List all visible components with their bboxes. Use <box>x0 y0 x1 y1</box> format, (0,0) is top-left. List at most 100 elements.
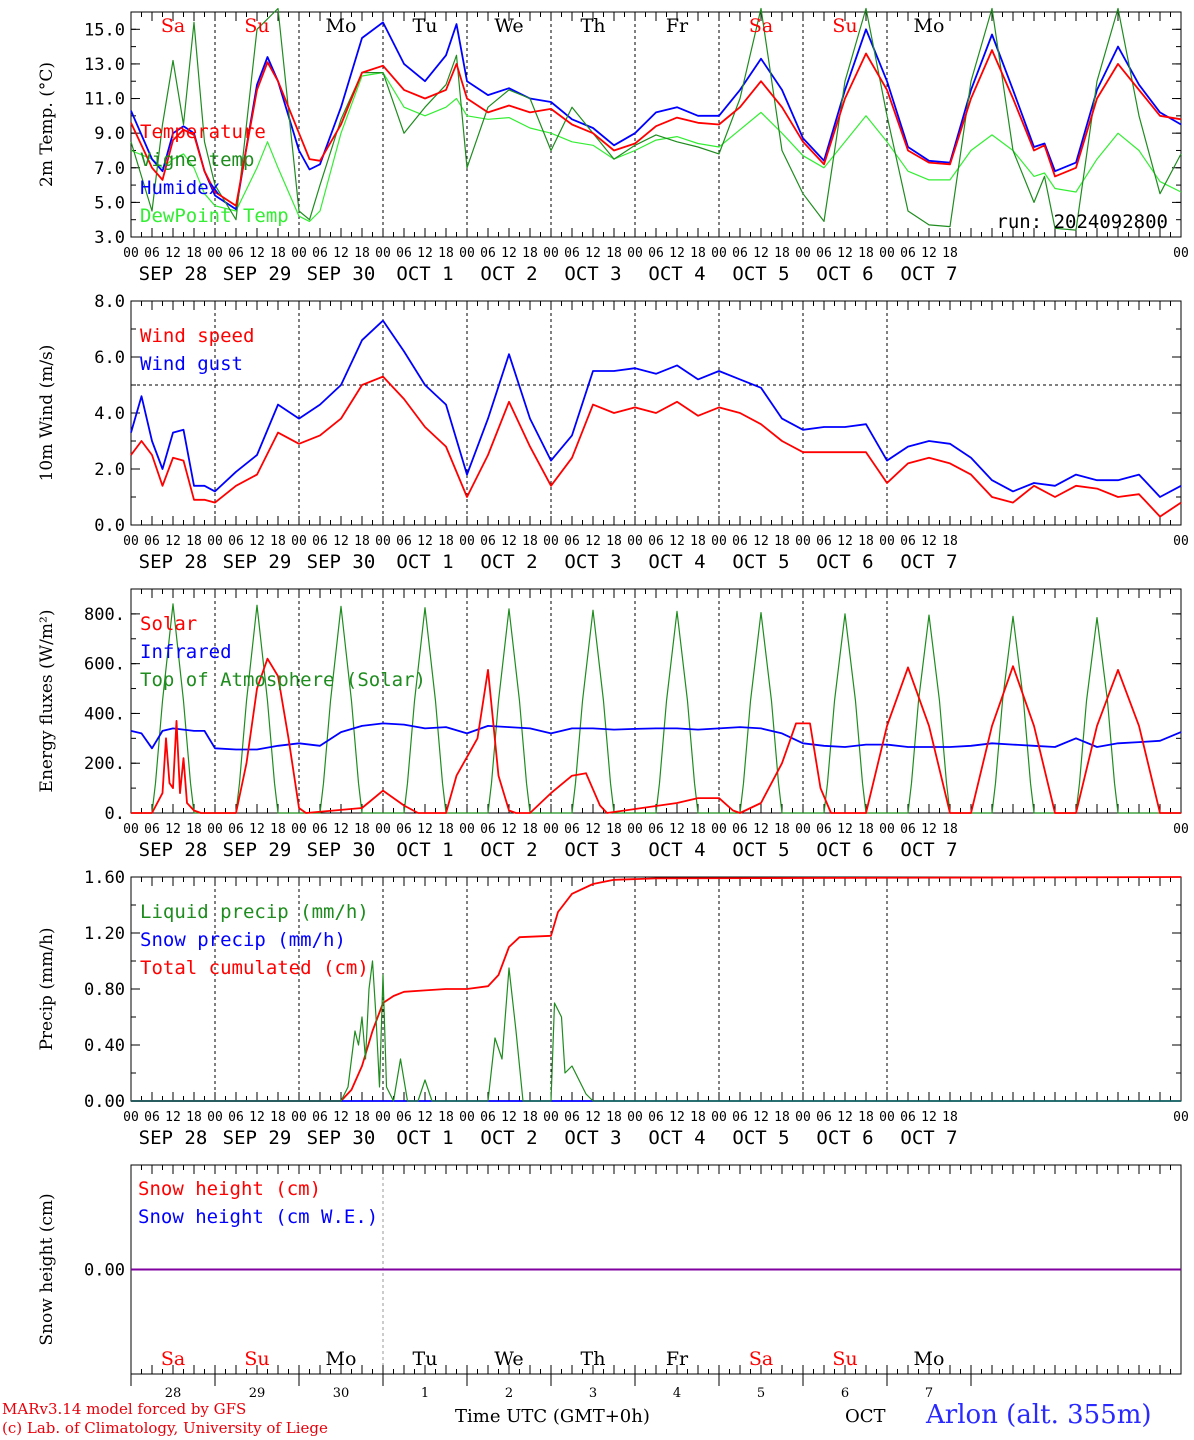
panel-3: 0. 200. 400. 600. 800. Energy fluxes (W/m²) So… <box>37 588 1189 861</box>
hour-label: 06 <box>648 534 664 549</box>
y-tick-label: 4.0 <box>94 404 125 424</box>
weekday-label: Fr <box>666 15 689 37</box>
weekday-label: Mo <box>914 1348 945 1370</box>
weekday-label: Sa <box>161 1348 185 1370</box>
hour-label: 00 <box>543 822 559 837</box>
hour-label: 18 <box>522 534 538 549</box>
weekday-label: Tu <box>413 15 438 37</box>
hour-label: 06 <box>312 1110 328 1125</box>
hour-label: 18 <box>186 822 202 837</box>
hour-label: 12 <box>753 246 769 261</box>
hour-label: 06 <box>732 822 748 837</box>
date-label: SEP 28 <box>139 263 208 285</box>
hour-label: 18 <box>438 246 454 261</box>
date-label: SEP 30 <box>307 839 376 861</box>
hour-label: 00 <box>879 1110 895 1125</box>
weekday-label: We <box>494 1348 523 1370</box>
y-tick-label: 5.0 <box>94 193 125 213</box>
hour-label: 18 <box>354 1110 370 1125</box>
hour-label: 12 <box>165 246 181 261</box>
hour-label: 00 <box>1173 822 1189 837</box>
hour-label: 12 <box>585 246 601 261</box>
date-label: SEP 28 <box>139 1127 208 1149</box>
y-tick-label: 800. <box>84 605 125 625</box>
legend-entry: DewPoint Temp <box>140 205 289 227</box>
series-line-vigne-temp <box>130 7 1182 231</box>
hour-label: 06 <box>900 246 916 261</box>
weekday-label: We <box>494 15 523 37</box>
hour-label: 12 <box>249 246 265 261</box>
hour-label: 18 <box>942 246 958 261</box>
hour-label: 06 <box>564 534 580 549</box>
series-line-infrared <box>130 722 1182 751</box>
hour-label: 12 <box>585 1110 601 1125</box>
hour-label: 12 <box>333 1110 349 1125</box>
hour-label: 18 <box>690 534 706 549</box>
hour-label: 12 <box>921 534 937 549</box>
hour-label: 12 <box>501 1110 517 1125</box>
weekday-label: Tu <box>413 1348 438 1370</box>
weekday-label: Th <box>581 15 606 37</box>
model-credit: MARv3.14 model forced by GFS <box>2 1400 247 1418</box>
date-label: SEP 28 <box>139 551 208 573</box>
hour-label: 12 <box>669 534 685 549</box>
y-tick-label: 400. <box>84 704 125 724</box>
weekday-label: Mo <box>326 1348 357 1370</box>
hour-label: 00 <box>291 534 307 549</box>
hour-label: 12 <box>585 534 601 549</box>
hour-label: 00 <box>459 1110 475 1125</box>
hour-label: 00 <box>711 246 727 261</box>
hour-label: 00 <box>291 246 307 261</box>
hour-label: 00 <box>1173 1110 1189 1125</box>
hour-label: 06 <box>396 534 412 549</box>
hour-label: 12 <box>837 534 853 549</box>
hour-label: 12 <box>417 1110 433 1125</box>
weekday-label: Sa <box>749 1348 773 1370</box>
hour-label: 18 <box>774 534 790 549</box>
day-number-label: 30 <box>333 1386 350 1401</box>
hour-label: 00 <box>459 534 475 549</box>
hour-label: 06 <box>228 822 244 837</box>
series-line-temperature <box>130 49 1182 207</box>
hour-label: 00 <box>291 1110 307 1125</box>
hour-label: 00 <box>375 246 391 261</box>
series-line-total-cumulated-cm- <box>131 876 1182 1102</box>
date-label: SEP 29 <box>223 1127 292 1149</box>
y-tick-label: 0.00 <box>84 1092 125 1112</box>
hour-label: 12 <box>501 534 517 549</box>
hour-label: 18 <box>606 822 622 837</box>
series-line-dewpoint-temp <box>130 71 1182 222</box>
y-tick-label: 1.60 <box>84 868 125 888</box>
footer-credits: MARv3.14 model forced by GFS (c) Lab. of… <box>2 1400 328 1438</box>
legend-entry: Temperature <box>140 121 266 143</box>
date-label: OCT 2 <box>480 839 537 861</box>
legend-entry: Top of Atmosphere (Solar) <box>140 669 426 691</box>
hour-label: 00 <box>207 534 223 549</box>
hour-label: 18 <box>774 1110 790 1125</box>
date-label: SEP 28 <box>139 839 208 861</box>
hour-label: 18 <box>606 246 622 261</box>
hour-label: 06 <box>480 822 496 837</box>
series-line-wind-speed <box>130 375 1182 518</box>
weekday-label: Su <box>832 1348 857 1370</box>
hour-label: 06 <box>228 246 244 261</box>
y-tick-label: 600. <box>84 655 125 675</box>
weekday-label: Su <box>244 15 269 37</box>
series-line-humidex <box>130 21 1182 211</box>
hour-label: 00 <box>123 822 139 837</box>
y-tick-label: 6.0 <box>94 348 125 368</box>
hour-label: 06 <box>648 1110 664 1125</box>
date-label: OCT 3 <box>564 1127 621 1149</box>
hour-label: 18 <box>270 534 286 549</box>
day-number-label: 4 <box>673 1386 681 1401</box>
time-axis-label: Time UTC (GMT+0h) <box>455 1406 650 1427</box>
date-label: OCT 2 <box>480 551 537 573</box>
hour-label: 18 <box>270 1110 286 1125</box>
date-label: OCT 2 <box>480 1127 537 1149</box>
hour-label: 06 <box>732 534 748 549</box>
hour-label: 06 <box>564 246 580 261</box>
hour-label: 06 <box>144 1110 160 1125</box>
hour-label: 06 <box>564 1110 580 1125</box>
date-label: OCT 5 <box>732 263 789 285</box>
hour-label: 06 <box>816 534 832 549</box>
